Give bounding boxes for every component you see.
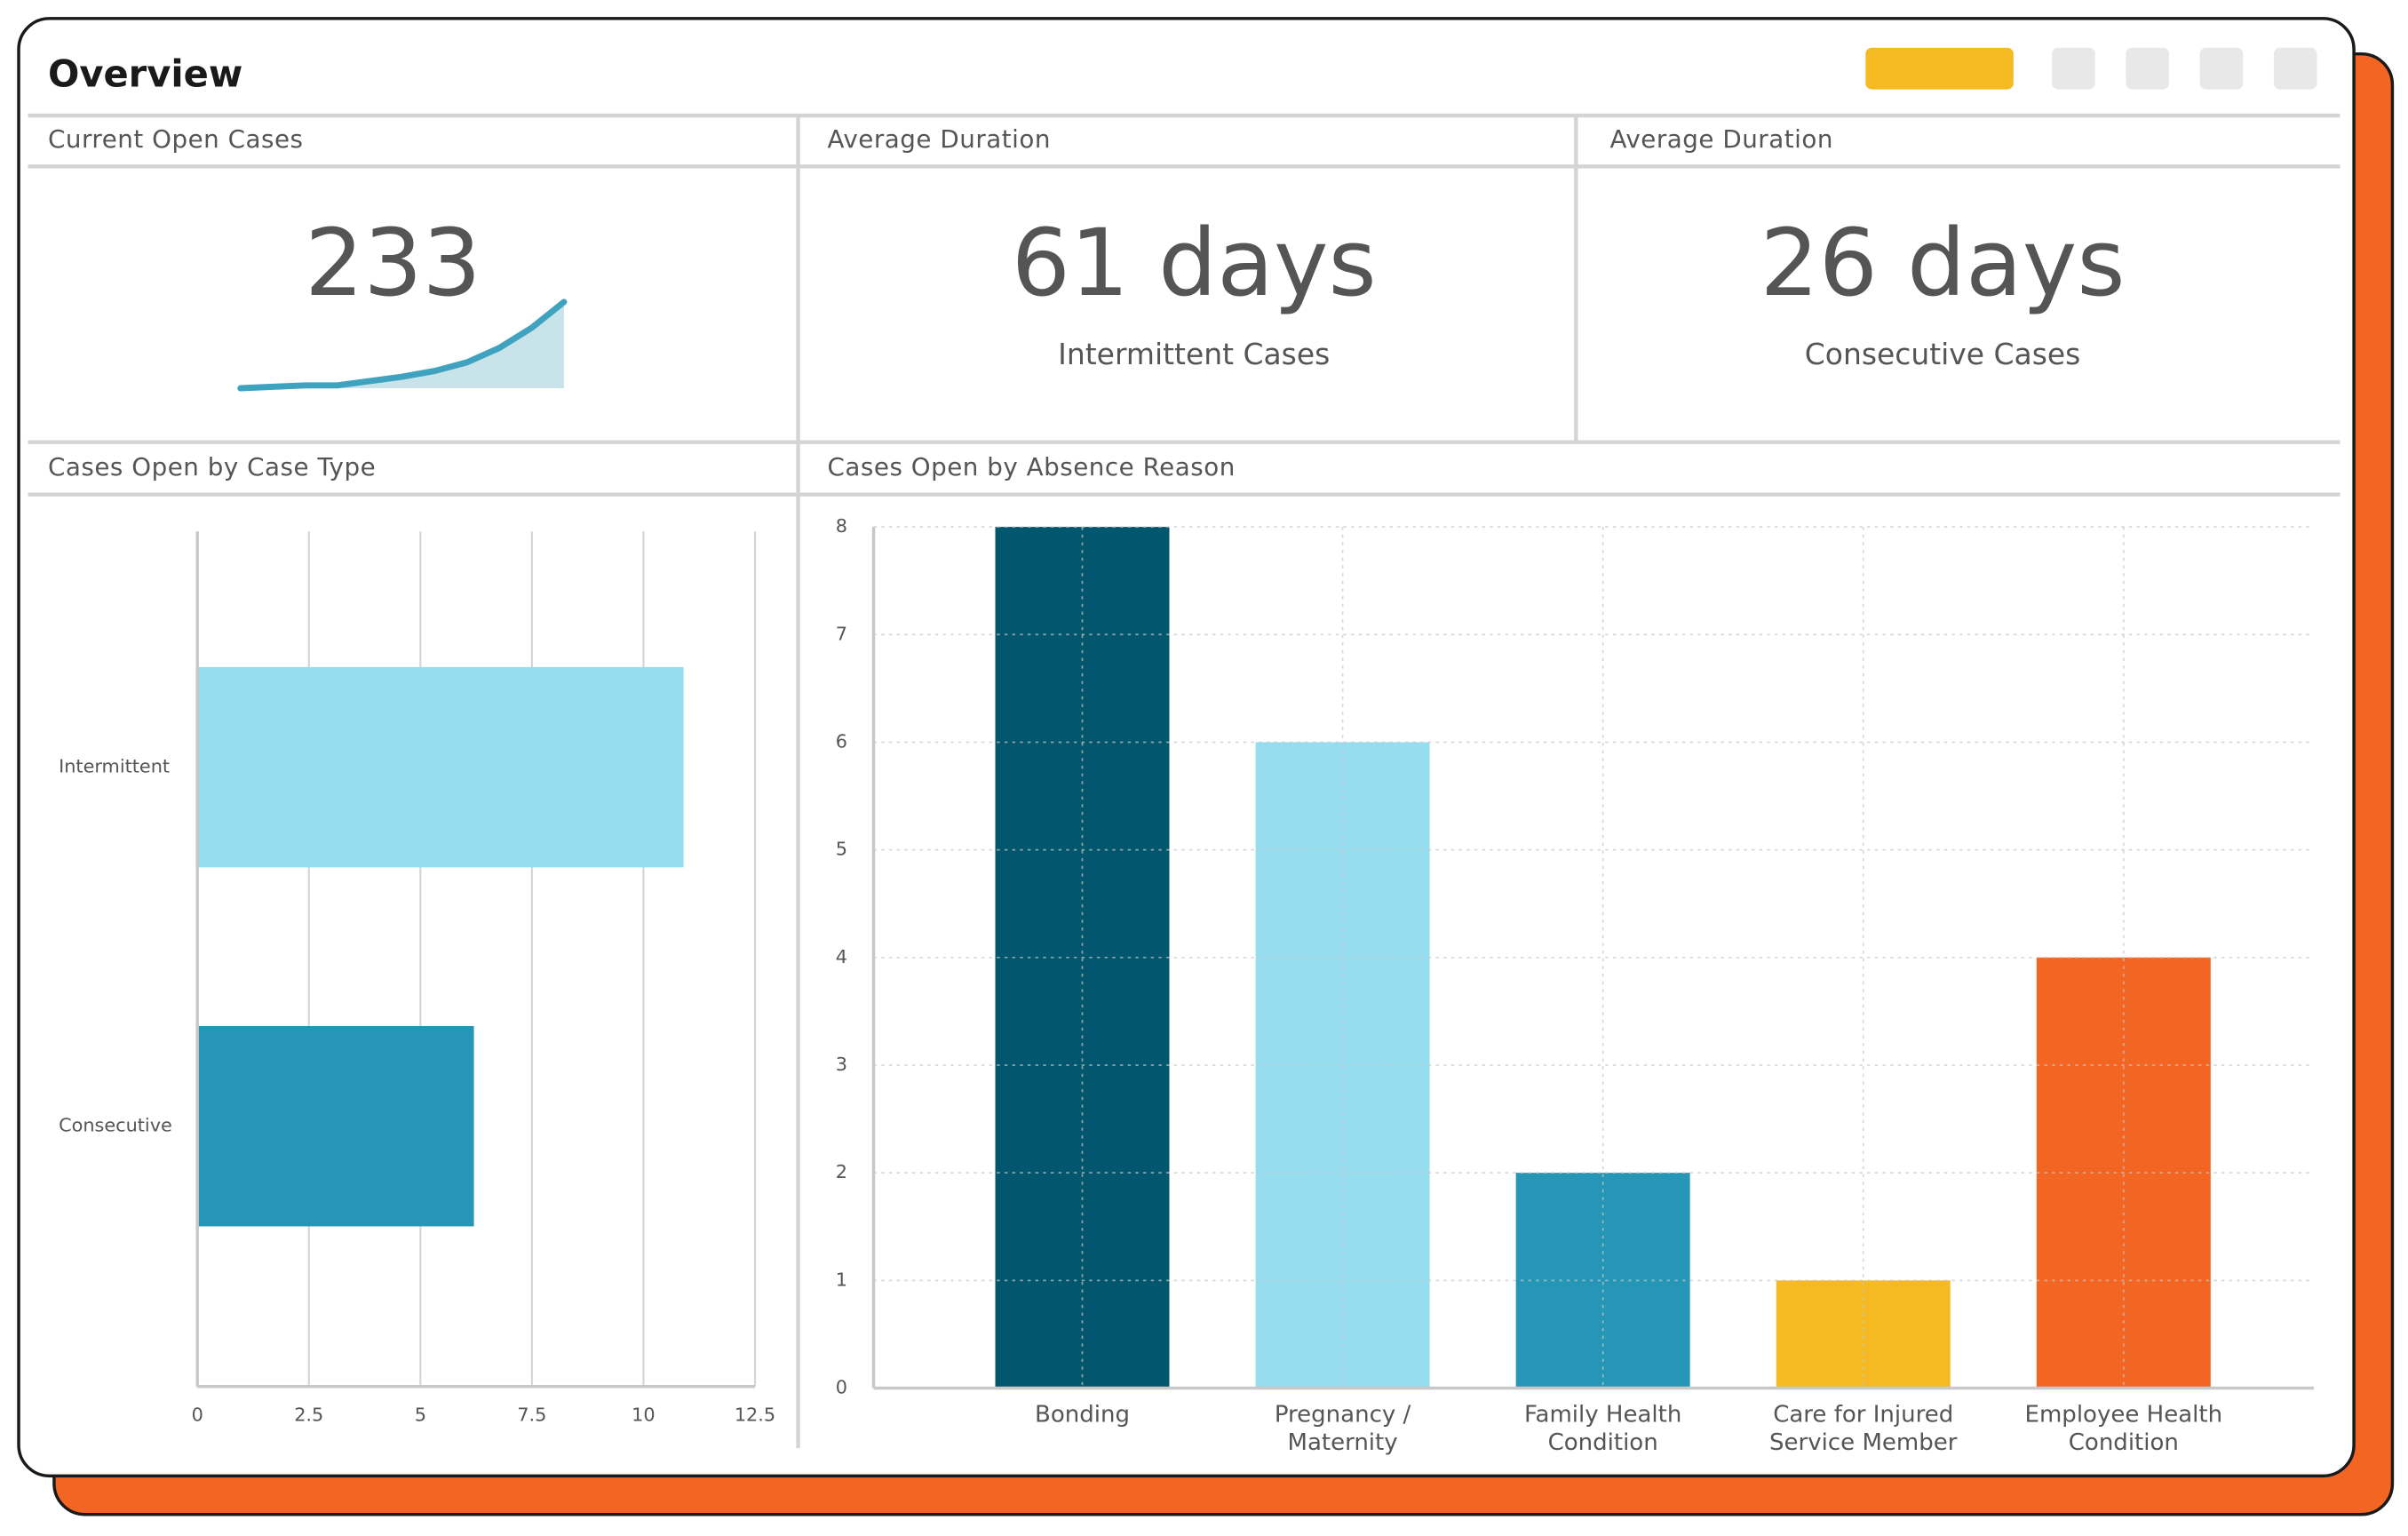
y-tick-label: 8 (836, 515, 847, 537)
bar (197, 666, 684, 868)
card-title: Average Duration (1609, 124, 1833, 154)
x-tick-label: 12.5 (735, 1405, 775, 1426)
y-tick-label: Intermittent (59, 756, 170, 777)
x-tick-label-box: Family Health Condition (1523, 1400, 1682, 1456)
card-value: 233 (305, 209, 481, 317)
card-value: 61 days (1012, 209, 1377, 317)
y-tick-label: 4 (836, 946, 847, 967)
x-tick-label: 5 (415, 1405, 426, 1426)
page-title: Overview (48, 52, 242, 96)
y-tick-label: 0 (836, 1377, 847, 1398)
icon-button[interactable] (2273, 47, 2317, 90)
sparkline-area (240, 301, 564, 389)
card-title: Average Duration (827, 124, 1050, 154)
x-tick-label-box: Bonding (1034, 1400, 1130, 1429)
sparkline (237, 298, 568, 392)
x-tick-label-box: Employee Health Condition (2024, 1400, 2223, 1456)
y-tick-label: 2 (836, 1161, 847, 1182)
x-tick-label: Family Health Condition (1523, 1400, 1682, 1456)
x-tick-label: 2.5 (294, 1405, 323, 1426)
y-tick-label: 1 (836, 1269, 847, 1290)
y-tick-label: 7 (836, 623, 847, 644)
y-tick-label: 6 (836, 730, 847, 752)
y-tick-label: 3 (836, 1054, 847, 1075)
chart-title: Cases Open by Case Type (48, 452, 376, 481)
card-title: Current Open Cases (48, 124, 304, 154)
card-subtitle: Consecutive Cases (1805, 337, 2081, 371)
bar (1776, 1280, 1951, 1389)
icon-button[interactable] (2126, 47, 2169, 90)
icon-button[interactable] (2052, 47, 2095, 90)
x-tick-label: 10 (632, 1405, 655, 1426)
dividers (28, 113, 2340, 1449)
y-tick-label: 5 (836, 839, 847, 860)
x-tick-label-box: Pregnancy / Maternity (1274, 1400, 1411, 1456)
panel (17, 17, 2356, 1478)
card-subtitle: Intermittent Cases (1058, 337, 1330, 371)
x-tick-label: Care for Injured Service Member (1769, 1400, 1958, 1456)
x-tick-label: 7.5 (517, 1405, 546, 1426)
card-value: 26 days (1760, 209, 2126, 317)
chart-title: Cases Open by Absence Reason (827, 452, 1235, 481)
x-tick-label: Pregnancy / Maternity (1274, 1400, 1411, 1456)
x-tick-label: Employee Health Condition (2024, 1400, 2223, 1456)
x-tick-label: Bonding (1034, 1400, 1130, 1429)
bar (197, 1025, 474, 1227)
x-tick-label: 0 (192, 1405, 203, 1426)
action-button[interactable] (1865, 47, 2014, 90)
y-tick-label: Consecutive (59, 1115, 172, 1136)
x-tick-label-box: Care for Injured Service Member (1769, 1400, 1958, 1456)
icon-button[interactable] (2199, 47, 2244, 90)
